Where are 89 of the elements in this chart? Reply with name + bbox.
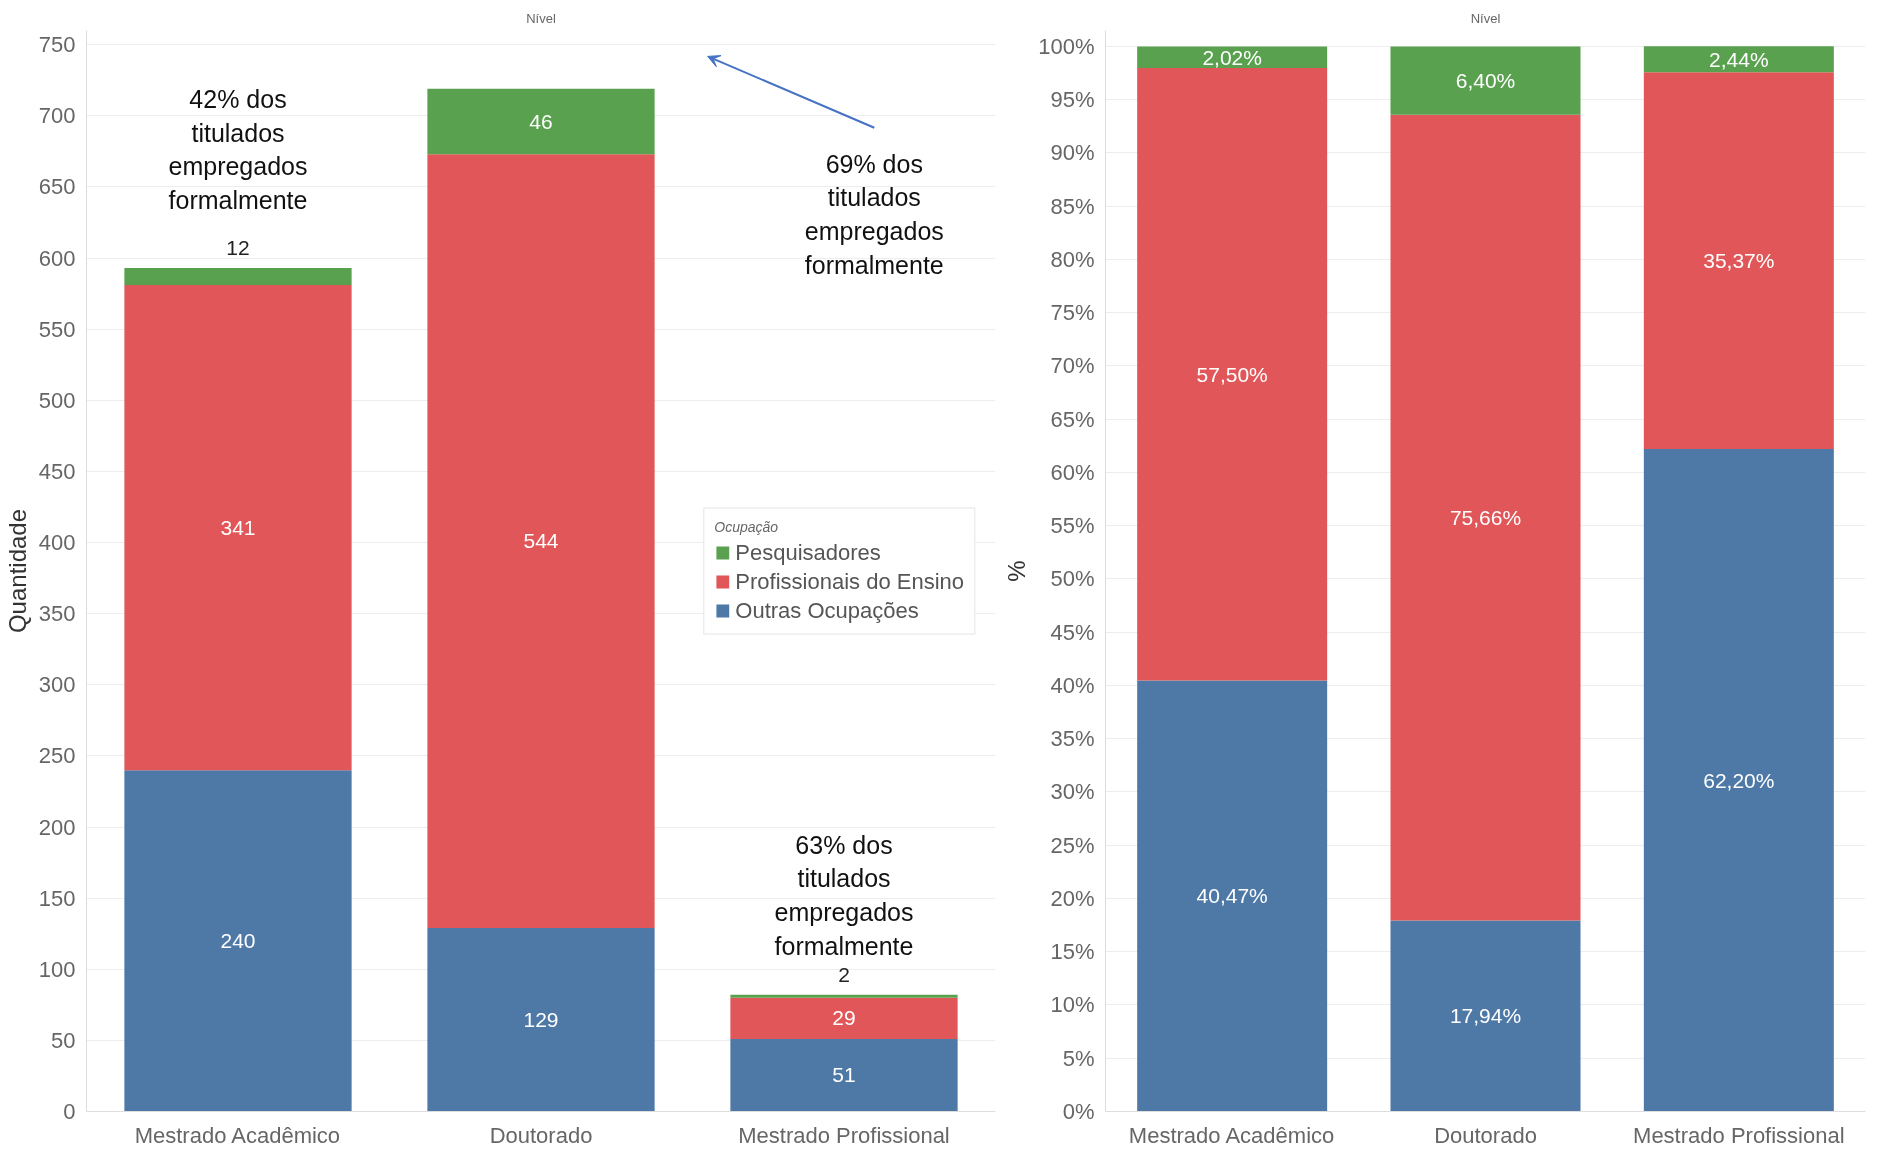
y-tick-label: 750 <box>38 32 76 58</box>
y-tick-label: 550 <box>38 316 76 342</box>
data-label: 6,40% <box>1455 69 1516 93</box>
y-tick-label: 15% <box>1050 939 1095 965</box>
y-tick-label: 400 <box>38 530 76 556</box>
y-tick-label: 85% <box>1050 193 1095 219</box>
data-label: 46 <box>529 109 553 133</box>
data-label: 75,66% <box>1449 506 1522 530</box>
y-tick-label: 90% <box>1050 140 1095 166</box>
chart-title: Nível <box>526 10 556 26</box>
x-tick-label: Mestrado Acadêmico <box>1128 1122 1335 1148</box>
bar <box>124 268 352 286</box>
y-axis-title: % <box>1003 560 1031 582</box>
y-tick-label: 40% <box>1050 672 1095 698</box>
y-tick-label: 60% <box>1050 459 1095 485</box>
data-label: 12 <box>226 236 250 260</box>
data-label: 2 <box>838 962 850 986</box>
data-label: 62,20% <box>1703 768 1775 792</box>
bar <box>730 994 958 998</box>
y-tick-label: 150 <box>38 885 76 911</box>
y-tick-label: 5% <box>1062 1045 1095 1071</box>
bar <box>427 88 655 155</box>
y-tick-label: 10% <box>1050 992 1095 1018</box>
bar <box>1137 68 1328 681</box>
data-label: 57,50% <box>1196 362 1268 386</box>
y-axis-title: Quantidade <box>3 508 31 634</box>
bar <box>1643 46 1834 73</box>
y-tick-label: 650 <box>38 174 76 200</box>
bar <box>1390 46 1581 115</box>
y-tick-label: 95% <box>1050 87 1095 113</box>
chart-title: Nível <box>1470 10 1501 26</box>
x-tick-label: Doutorado <box>1434 1122 1537 1148</box>
y-tick-label: 25% <box>1050 832 1095 858</box>
y-tick-label: 20% <box>1050 886 1095 911</box>
legend-label: Pesquisadores <box>735 539 881 565</box>
y-tick-label: 350 <box>38 601 76 627</box>
bar <box>730 1038 958 1112</box>
y-tick-label: 450 <box>38 458 76 484</box>
bar <box>1643 72 1834 450</box>
y-tick-label: 30% <box>1050 779 1095 805</box>
y-tick-label: 700 <box>38 103 76 129</box>
legend-title: Ocupação <box>714 518 780 534</box>
data-label: 51 <box>832 1063 856 1087</box>
data-label: 2,02% <box>1202 45 1262 69</box>
y-tick-label: 200 <box>38 814 76 840</box>
y-tick-label: 300 <box>38 672 76 698</box>
y-tick-label: 70% <box>1050 353 1095 379</box>
bar <box>1390 920 1581 1112</box>
bar <box>1390 114 1581 921</box>
data-label: 2,44% <box>1709 47 1769 71</box>
bar <box>124 770 352 1112</box>
y-tick-label: 80% <box>1050 246 1095 272</box>
data-label: 35,37% <box>1703 249 1775 273</box>
y-tick-label: 55% <box>1050 513 1095 539</box>
x-tick-label: Doutorado <box>489 1122 593 1148</box>
y-tick-label: 35% <box>1050 726 1095 752</box>
data-label: 544 <box>523 529 559 553</box>
data-label: 17,94% <box>1449 1004 1522 1028</box>
bar <box>1643 449 1834 1112</box>
y-tick-label: 600 <box>38 245 76 271</box>
legend-label: Outras Ocupações <box>735 597 919 623</box>
annotation: 42% dos titulados empregados formalmente <box>168 85 308 214</box>
y-tick-label: 65% <box>1050 406 1095 432</box>
data-label: 240 <box>220 928 256 952</box>
bar <box>1137 680 1328 1112</box>
annotation: 69% dos titulados empregados formalmente <box>804 149 944 279</box>
y-tick-label: 50% <box>1050 566 1095 592</box>
data-label: 29 <box>832 1006 856 1030</box>
y-tick-label: 0% <box>1062 1099 1095 1124</box>
x-tick-label: Mestrado Profissional <box>738 1122 950 1148</box>
data-label: 40,47% <box>1196 884 1268 908</box>
bar <box>730 997 958 1039</box>
y-tick-label: 250 <box>38 743 76 769</box>
y-tick-label: 500 <box>38 387 76 413</box>
data-label: 341 <box>220 515 256 539</box>
bar <box>124 285 352 771</box>
data-label: 129 <box>523 1007 559 1031</box>
y-tick-label: 45% <box>1050 619 1095 645</box>
y-tick-label: 75% <box>1050 300 1095 326</box>
y-tick-label: 0 <box>63 1099 76 1124</box>
x-tick-label: Mestrado Profissional <box>1633 1122 1845 1148</box>
y-tick-label: 100 <box>38 956 76 982</box>
bar <box>427 154 655 929</box>
x-tick-label: Mestrado Acadêmico <box>134 1122 341 1148</box>
y-tick-label: 100% <box>1038 33 1095 59</box>
annotation: 63% dos titulados empregados formalmente <box>774 830 914 960</box>
legend-label: Profissionais do Ensino <box>735 568 964 594</box>
bar <box>427 928 655 1112</box>
y-tick-label: 50 <box>51 1027 76 1053</box>
